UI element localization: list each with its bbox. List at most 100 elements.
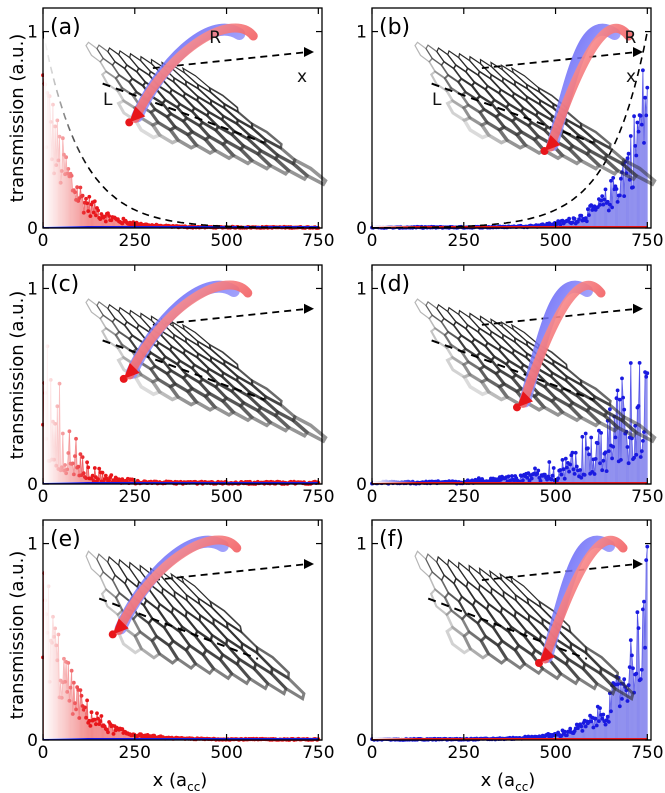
data-point	[584, 219, 589, 224]
data-point	[591, 725, 596, 730]
data-point	[601, 202, 606, 207]
fade-overlay	[373, 9, 471, 227]
data-point	[558, 468, 563, 472]
hexagon	[175, 359, 205, 385]
data-point	[533, 466, 537, 471]
data-point	[638, 677, 643, 682]
y-tick-label: 1	[356, 535, 367, 555]
data-point	[639, 122, 644, 127]
hexagon	[238, 143, 273, 171]
hexagon	[477, 70, 502, 95]
data-point	[582, 473, 587, 477]
data-point	[572, 216, 577, 221]
data-point	[610, 456, 614, 461]
data-point	[506, 474, 511, 479]
inset-label-x: x	[626, 67, 636, 87]
lattice-inset	[44, 266, 328, 483]
data-point	[636, 404, 641, 408]
x-tick-label: 750	[302, 231, 334, 251]
data-point	[642, 141, 646, 145]
fade-overlay	[373, 521, 471, 739]
data-point	[626, 461, 631, 466]
data-point	[560, 458, 565, 462]
hexagon	[584, 405, 620, 433]
data-point	[547, 460, 552, 464]
data-point	[599, 198, 603, 203]
data-point	[621, 395, 625, 400]
data-point	[592, 472, 597, 476]
hexagon	[584, 148, 620, 177]
hexagon	[255, 405, 291, 433]
y-axis-label-row3: transmission (a.u.)	[7, 551, 28, 720]
data-point	[601, 712, 606, 717]
data-point	[614, 396, 619, 401]
data-point	[615, 682, 620, 687]
data-point	[605, 714, 610, 719]
x-tick-label: 500	[539, 231, 571, 251]
hexagon	[547, 652, 581, 686]
data-point	[597, 719, 601, 723]
hexagon	[197, 377, 229, 404]
data-point	[628, 361, 633, 365]
fade-overlay	[44, 9, 142, 227]
hexagon	[175, 102, 205, 128]
y-axis-label-row1: transmission (a.u.)	[7, 34, 28, 203]
data-point	[638, 455, 643, 459]
hexagon	[269, 665, 306, 702]
data-point	[546, 474, 551, 479]
panel-label: (f)	[379, 527, 404, 552]
data-point	[549, 477, 554, 482]
hexagon	[489, 330, 515, 355]
data-point	[536, 468, 541, 473]
ribbon-x-arrowhead	[633, 47, 643, 57]
hexagon	[203, 134, 236, 161]
data-point	[645, 371, 650, 376]
x-tick-label: 0	[367, 743, 378, 763]
hexagon	[478, 583, 503, 615]
data-point	[622, 407, 627, 412]
data-point	[645, 85, 650, 90]
plot-frame	[42, 7, 323, 229]
plot-frame	[42, 264, 323, 485]
data-point	[593, 457, 598, 461]
panels: RLx025050075001(a)RLx025050075001(b)0250…	[27, 7, 664, 763]
hexagon	[252, 661, 288, 696]
data-point	[639, 667, 644, 672]
hexagon	[193, 629, 225, 662]
data-point	[565, 465, 569, 470]
x-tick-label: 250	[119, 743, 151, 763]
hexagon	[168, 344, 196, 370]
hexagon	[149, 583, 174, 615]
data-point	[565, 733, 569, 738]
plot-frame	[371, 519, 652, 741]
data-point	[567, 216, 571, 221]
data-point	[634, 153, 639, 158]
data-point	[537, 476, 542, 480]
data-point	[615, 200, 620, 204]
panel-label: (c)	[50, 272, 79, 297]
data-point	[551, 466, 556, 470]
x-tick-label: 250	[119, 487, 151, 507]
data-point	[630, 653, 634, 658]
hexagon	[235, 656, 270, 691]
data-point	[583, 431, 588, 436]
arrow-red-head	[517, 391, 534, 408]
data-point	[583, 216, 588, 221]
data-point	[510, 474, 514, 478]
hexagon	[489, 73, 515, 99]
data-point	[587, 213, 591, 218]
data-point	[631, 666, 635, 671]
data-point	[572, 472, 577, 476]
data-point	[573, 450, 578, 455]
panel-label: (b)	[379, 15, 410, 40]
ribbon-x-arrowhead	[304, 47, 314, 57]
hexagon	[238, 400, 273, 428]
data-point	[619, 176, 623, 181]
ribbon-x-axis	[481, 51, 638, 69]
data-point	[562, 476, 567, 481]
series-fill	[372, 546, 648, 740]
data-point	[627, 665, 632, 669]
hexagon	[220, 395, 255, 423]
data-point	[587, 452, 591, 457]
lattice-inset	[373, 266, 657, 483]
